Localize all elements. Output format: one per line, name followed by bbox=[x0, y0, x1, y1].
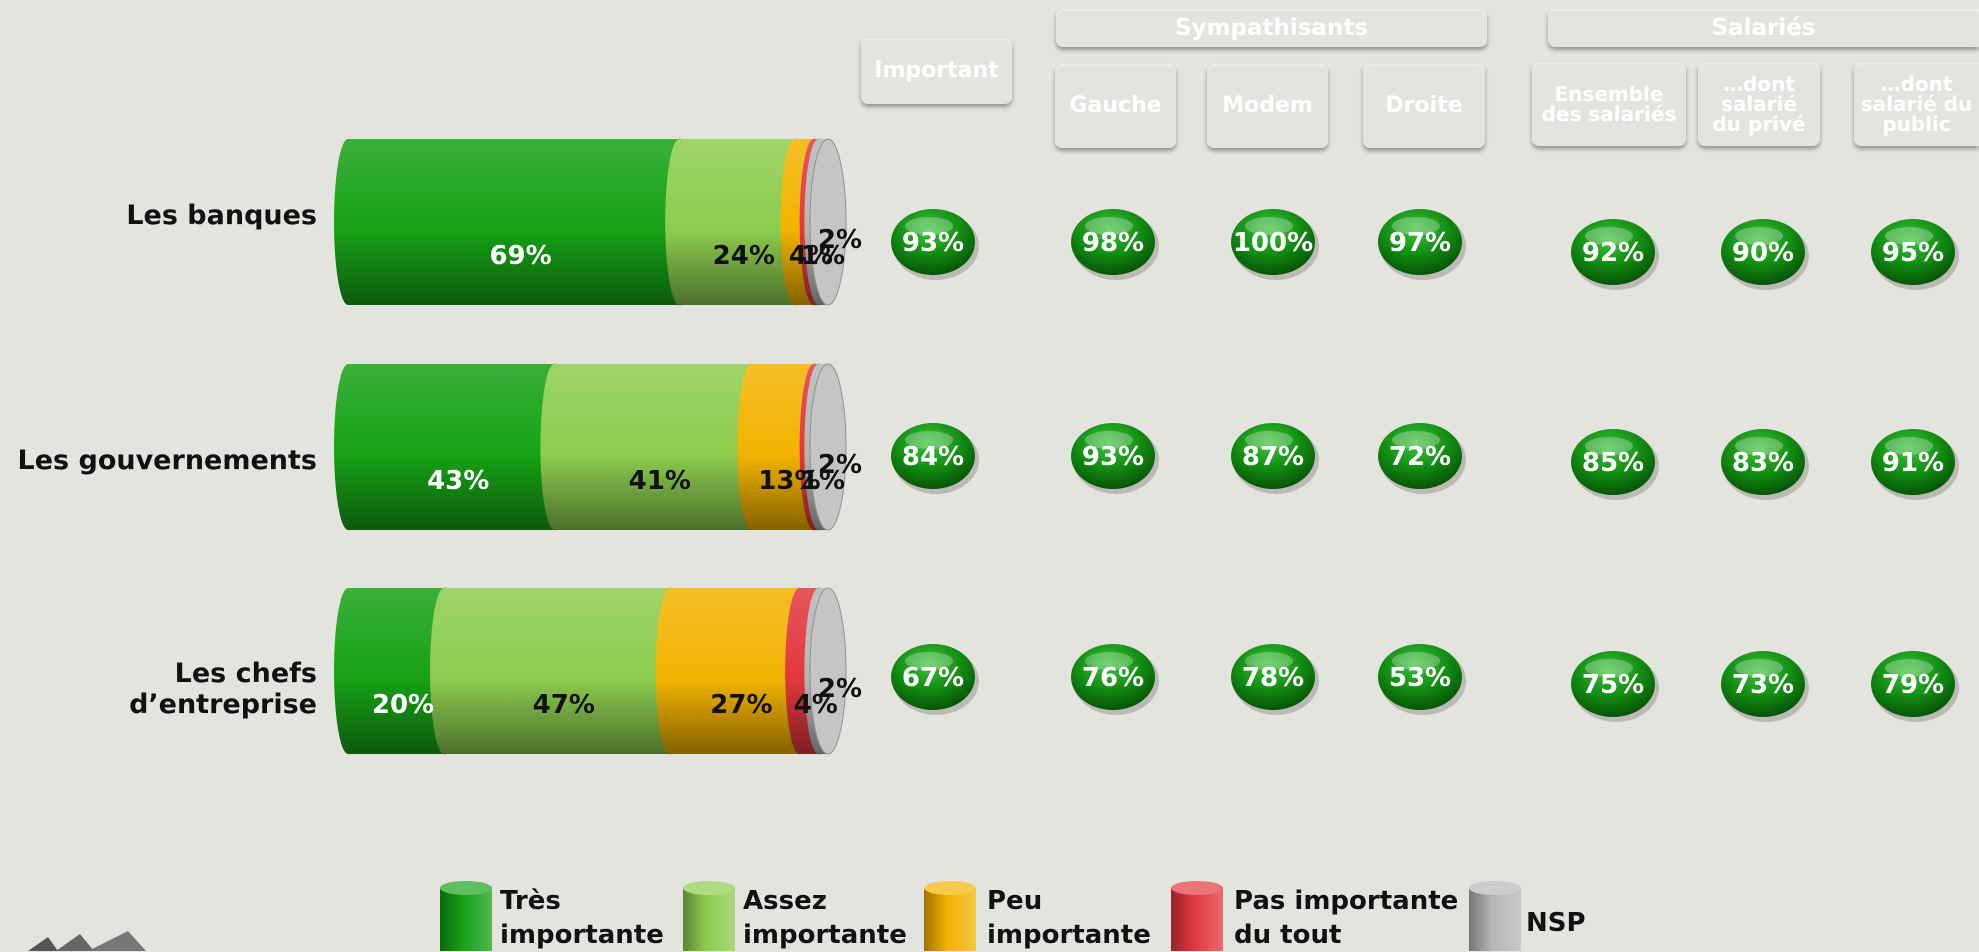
value-label-tres-importante: 69% bbox=[489, 241, 551, 271]
column-header-important: Important bbox=[861, 38, 1012, 104]
value-label-nsp: 2% bbox=[818, 674, 862, 704]
group-header-sympathisants: Sympathisants bbox=[1056, 9, 1487, 47]
bar-segment-tres-importante bbox=[334, 363, 570, 531]
svg-text:95%: 95% bbox=[1882, 238, 1944, 268]
value-bubble-public: 79% bbox=[1871, 651, 1959, 722]
bar-segment-assez-importante bbox=[430, 587, 685, 755]
svg-text:91%: 91% bbox=[1882, 448, 1944, 478]
svg-text:72%: 72% bbox=[1389, 442, 1451, 472]
value-bubble-public: 91% bbox=[1871, 429, 1959, 500]
legend-label-tres-importante: Très importante bbox=[500, 886, 664, 950]
svg-text:75%: 75% bbox=[1582, 670, 1644, 700]
value-bubble-important: 67% bbox=[891, 644, 979, 715]
column-header-salarie-public: …dont salarié du public bbox=[1854, 62, 1979, 146]
category-label-chefs-entreprise: Les chefs d’entreprise bbox=[129, 658, 317, 720]
value-bubble-modem: 87% bbox=[1231, 423, 1319, 494]
value-label-pas-importante: 1% bbox=[801, 241, 845, 271]
value-bubble-important: 93% bbox=[891, 209, 979, 280]
value-bubble-prive: 83% bbox=[1721, 429, 1809, 500]
svg-text:78%: 78% bbox=[1242, 663, 1304, 693]
legend-swatch-pas-importante bbox=[1171, 881, 1223, 951]
svg-text:90%: 90% bbox=[1732, 238, 1794, 268]
value-bubble-gauche: 93% bbox=[1071, 423, 1159, 494]
value-label-tres-importante: 43% bbox=[427, 466, 489, 496]
value-bubble-ensemble: 92% bbox=[1571, 219, 1659, 290]
bar-segment-nsp bbox=[804, 363, 847, 531]
category-label-gouvernements: Les gouvernements bbox=[17, 445, 318, 476]
bar-segment-tres-importante bbox=[334, 138, 694, 306]
column-header-droite: Droite bbox=[1363, 64, 1485, 148]
column-header-gauche: Gauche bbox=[1055, 64, 1176, 148]
value-bubble-ensemble: 85% bbox=[1571, 429, 1659, 500]
value-bubble-droite: 53% bbox=[1378, 644, 1466, 715]
value-bubble-prive: 73% bbox=[1721, 651, 1809, 722]
value-bubble-public: 95% bbox=[1871, 219, 1959, 290]
column-header-ensemble-salaries: Ensemble des salariés bbox=[1532, 62, 1686, 146]
value-bubble-modem: 78% bbox=[1231, 644, 1319, 715]
svg-text:84%: 84% bbox=[902, 442, 964, 472]
value-bubble-important: 84% bbox=[891, 423, 979, 494]
svg-text:100%: 100% bbox=[1233, 228, 1313, 258]
value-label-assez-importante: 24% bbox=[713, 241, 775, 271]
legend-label-assez-importante: Assez importante bbox=[743, 886, 907, 950]
value-label-assez-importante: 47% bbox=[533, 690, 595, 720]
value-bubble-modem: 100% bbox=[1231, 209, 1319, 280]
bar-segment-assez-importante bbox=[540, 363, 766, 531]
svg-text:93%: 93% bbox=[1082, 442, 1144, 472]
svg-text:83%: 83% bbox=[1732, 448, 1794, 478]
legend-swatch-peu-importante bbox=[924, 881, 976, 951]
value-bubble-gauche: 76% bbox=[1071, 644, 1159, 715]
legend-swatch-assez-importante bbox=[683, 881, 735, 951]
value-bubble-droite: 97% bbox=[1378, 209, 1466, 280]
bar-segment-nsp bbox=[804, 138, 847, 306]
value-bubble-prive: 90% bbox=[1721, 219, 1809, 290]
value-bubble-ensemble: 75% bbox=[1571, 651, 1659, 722]
group-header-salaries: Salariés bbox=[1548, 9, 1979, 47]
legend-label-pas-importante: Pas importante du tout bbox=[1234, 886, 1459, 950]
value-bubble-droite: 72% bbox=[1378, 423, 1466, 494]
value-label-nsp: 2% bbox=[818, 450, 862, 480]
svg-text:97%: 97% bbox=[1389, 228, 1451, 258]
value-label-peu-importante: 13% bbox=[758, 466, 820, 496]
value-label-assez-importante: 41% bbox=[629, 466, 691, 496]
value-label-tres-importante: 20% bbox=[372, 690, 434, 720]
bar-segment-nsp bbox=[804, 587, 847, 755]
svg-text:87%: 87% bbox=[1242, 442, 1304, 472]
legend-label-peu-importante: Peu importante bbox=[987, 886, 1151, 950]
value-label-peu-importante: 27% bbox=[710, 690, 772, 720]
value-label-pas-importante: 4% bbox=[794, 690, 838, 720]
svg-text:73%: 73% bbox=[1732, 670, 1794, 700]
svg-text:98%: 98% bbox=[1082, 228, 1144, 258]
value-label-peu-importante: 4% bbox=[789, 241, 833, 271]
nav-arrow-icon[interactable] bbox=[28, 931, 148, 951]
svg-text:53%: 53% bbox=[1389, 663, 1451, 693]
legend-label-nsp: NSP bbox=[1526, 908, 1586, 938]
svg-text:85%: 85% bbox=[1582, 448, 1644, 478]
column-header-modem: Modem bbox=[1207, 64, 1328, 148]
svg-text:67%: 67% bbox=[902, 663, 964, 693]
svg-text:93%: 93% bbox=[902, 228, 964, 258]
value-label-pas-importante: 1% bbox=[801, 466, 845, 496]
legend-swatch-nsp bbox=[1469, 881, 1521, 951]
svg-text:92%: 92% bbox=[1582, 238, 1644, 268]
column-header-salarie-prive: …dont salarié du privé bbox=[1698, 62, 1820, 146]
svg-text:76%: 76% bbox=[1082, 663, 1144, 693]
value-label-nsp: 2% bbox=[818, 225, 862, 255]
category-label-banques: Les banques bbox=[126, 200, 317, 231]
legend-swatch-tres-importante bbox=[440, 881, 492, 951]
svg-text:79%: 79% bbox=[1882, 670, 1944, 700]
value-bubble-gauche: 98% bbox=[1071, 209, 1159, 280]
